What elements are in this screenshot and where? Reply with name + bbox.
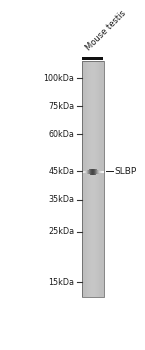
- Text: 100kDa: 100kDa: [44, 74, 74, 83]
- Text: Mouse testis: Mouse testis: [84, 9, 128, 52]
- Text: 45kDa: 45kDa: [48, 167, 74, 176]
- Text: 60kDa: 60kDa: [48, 130, 74, 139]
- Text: 75kDa: 75kDa: [48, 102, 74, 111]
- Text: 35kDa: 35kDa: [48, 195, 74, 204]
- Text: 15kDa: 15kDa: [48, 278, 74, 287]
- Text: SLBP: SLBP: [115, 167, 137, 176]
- Text: 25kDa: 25kDa: [48, 228, 74, 237]
- Bar: [82, 57, 103, 60]
- Bar: [82, 61, 104, 297]
